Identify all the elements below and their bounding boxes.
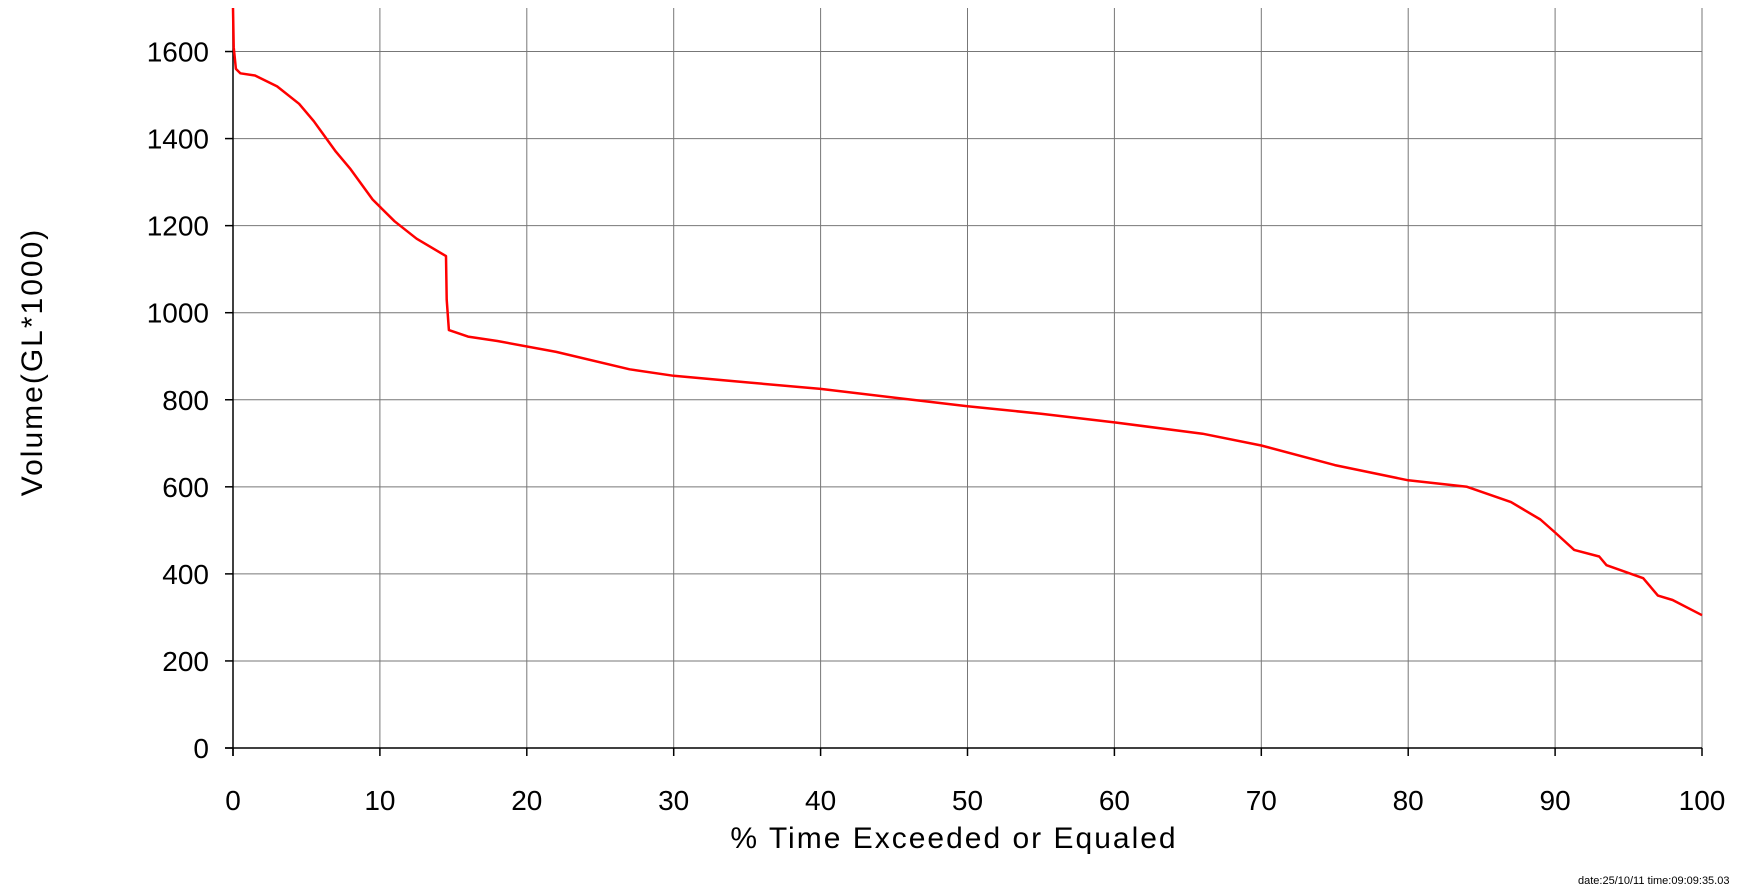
x-tick-label-0: 0 — [225, 785, 241, 816]
y-axis-title: Volume(GL*1000) — [16, 228, 49, 496]
x-tick-label-3: 30 — [658, 785, 689, 816]
x-axis-title: % Time Exceeded or Equaled — [730, 822, 1177, 855]
x-tick-label-4: 40 — [805, 785, 836, 816]
x-tick-label-1: 10 — [364, 785, 395, 816]
y-tick-label-0: 0 — [193, 733, 209, 764]
x-tick-label-7: 70 — [1246, 785, 1277, 816]
y-tick-labels: 0 200 400 600 800 1000 1200 1400 1600 — [147, 37, 209, 764]
y-tick-label-2: 400 — [162, 559, 209, 590]
vertical-gridlines — [379, 8, 1703, 748]
y-tick-label-4: 800 — [162, 385, 209, 416]
x-tick-label-10: 100 — [1679, 785, 1726, 816]
y-tick-label-5: 1000 — [147, 298, 209, 329]
timestamp-footer: date:25/10/11 time:09:09:35.03 — [1578, 875, 1730, 887]
y-tick-label-3: 600 — [162, 472, 209, 503]
x-tick-label-2: 20 — [511, 785, 542, 816]
y-tick-label-8: 1600 — [147, 37, 209, 68]
axes — [225, 8, 1703, 756]
x-tick-label-8: 80 — [1393, 785, 1424, 816]
y-tick-label-1: 200 — [162, 646, 209, 677]
x-tick-label-9: 90 — [1540, 785, 1571, 816]
y-tick-label-6: 1200 — [147, 211, 209, 242]
x-tick-label-5: 50 — [952, 785, 983, 816]
x-tick-label-6: 60 — [1099, 785, 1130, 816]
series-group — [231, 7, 1703, 617]
y-tick-label-7: 1400 — [147, 124, 209, 155]
series-line-0 — [231, 7, 1703, 617]
x-tick-labels: 0 10 20 30 40 50 60 70 80 90 100 — [225, 785, 1725, 816]
